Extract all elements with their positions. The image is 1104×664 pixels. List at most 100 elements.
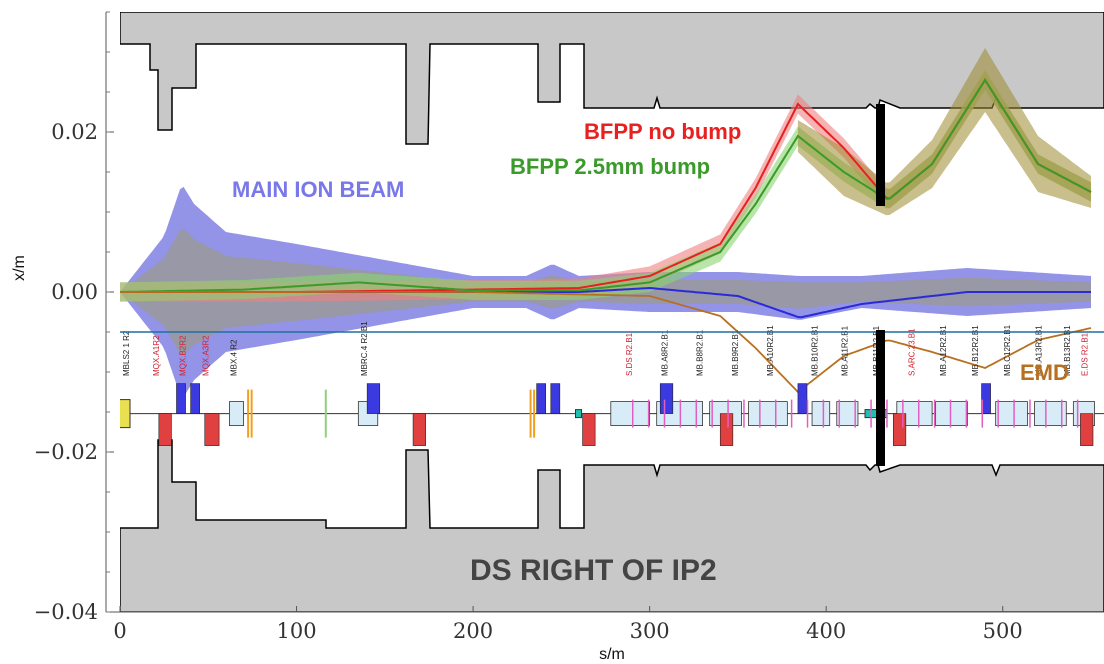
sextupole bbox=[1060, 399, 1063, 428]
element-label: S.DS R2.B1 bbox=[625, 332, 634, 376]
bfpp-bump-line bbox=[120, 78, 1092, 293]
y-tick-label: 0.00 bbox=[51, 280, 98, 304]
sextupole bbox=[727, 399, 729, 428]
element-label: MB.A10R2.B1 bbox=[766, 325, 775, 376]
sextupole bbox=[806, 399, 809, 428]
beam-lines bbox=[120, 78, 1092, 394]
sextupole bbox=[663, 399, 666, 428]
sextupole bbox=[1029, 399, 1031, 428]
element-label: MQX.B2R2 bbox=[178, 335, 187, 376]
dipole-magnet bbox=[229, 401, 244, 427]
x-tick-label: 0 bbox=[113, 619, 126, 643]
annotation-bfpp-bump: BFPP 2.5mm bump bbox=[510, 154, 710, 179]
element-label: MBLS2 1 R2 bbox=[122, 330, 131, 376]
focusing-quad bbox=[176, 383, 186, 414]
element-label: MQX.A3R2 bbox=[201, 335, 210, 376]
sextupole bbox=[965, 399, 968, 428]
dipole-magnet bbox=[811, 401, 831, 427]
emd-line bbox=[120, 291, 1092, 394]
sextupole bbox=[822, 399, 825, 428]
defocusing-quad bbox=[412, 413, 426, 446]
element-label: MB.A12R2.B1 bbox=[939, 325, 948, 376]
defocusing-quad bbox=[204, 413, 220, 446]
annotation-region: DS RIGHT OF IP2 bbox=[470, 554, 717, 587]
focusing-quad bbox=[366, 383, 381, 414]
sextupole bbox=[886, 399, 888, 428]
defocusing-quad bbox=[1080, 413, 1094, 446]
sextupole bbox=[711, 399, 713, 428]
annotation-emd: EMD bbox=[1020, 360, 1069, 385]
element-label: E.DS R2.B1 bbox=[1081, 332, 1090, 376]
sextupole bbox=[917, 399, 920, 428]
x-tick-label: 100 bbox=[276, 619, 316, 643]
aperture-shapes bbox=[120, 12, 1104, 612]
sextupole bbox=[981, 399, 984, 428]
y-tick-label: −0.04 bbox=[34, 600, 98, 624]
element-label: MB.A13R2.B1 bbox=[1035, 325, 1044, 376]
vertical-marker-upper bbox=[876, 104, 885, 206]
corrector-magnet bbox=[247, 389, 250, 438]
x-tick-label: 400 bbox=[806, 619, 846, 643]
x-tick-label: 500 bbox=[983, 619, 1023, 643]
sextupole bbox=[1076, 399, 1079, 428]
y-axis-label: x/m bbox=[11, 255, 28, 281]
x-tick-label: 300 bbox=[630, 619, 670, 643]
sextupole bbox=[695, 399, 698, 428]
bfpp-overlap-band bbox=[797, 48, 1091, 216]
corrector-magnet bbox=[529, 389, 532, 438]
focusing-quad bbox=[536, 383, 547, 414]
element-label: MB.B12R2.B1 bbox=[971, 325, 980, 376]
sextupole bbox=[1045, 399, 1047, 428]
sextupole bbox=[743, 399, 745, 428]
dipole-magnet bbox=[995, 401, 1028, 427]
axes: 0 100 200 300 400 500 −0.04 −0.02 0.00 0.02 bbox=[34, 11, 1104, 643]
sextupole bbox=[870, 399, 872, 428]
y-tick-label: −0.02 bbox=[34, 440, 98, 464]
sextupole bbox=[933, 399, 936, 428]
dipole-magnet bbox=[610, 401, 651, 427]
y-ticks: −0.04 −0.02 0.00 0.02 bbox=[34, 11, 114, 624]
x-axis-label: s/m bbox=[599, 646, 625, 663]
defocusing-quad bbox=[719, 413, 734, 446]
sextupole bbox=[854, 399, 856, 428]
element-label: MB.B13R2.B1 bbox=[1063, 325, 1072, 376]
sextupole bbox=[1013, 399, 1015, 428]
element-label: MBRC.4 R2.B1 bbox=[360, 321, 369, 376]
focusing-quad bbox=[797, 383, 808, 414]
element-label: S.ARC.23.B1 bbox=[908, 328, 917, 376]
element-label: MBX.4 R2 bbox=[230, 339, 239, 376]
sextupole bbox=[679, 399, 682, 428]
collimator-small bbox=[574, 409, 582, 419]
sextupole bbox=[631, 399, 634, 428]
absorber-block bbox=[120, 399, 131, 429]
x-ticks: 0 100 200 300 400 500 bbox=[113, 606, 1023, 643]
dipole-magnet bbox=[935, 401, 968, 427]
defocusing-quad bbox=[582, 413, 596, 446]
defocusing-quad bbox=[892, 413, 907, 446]
aperture-top bbox=[120, 12, 1104, 145]
sextupole bbox=[774, 399, 777, 428]
x-tick-label: 200 bbox=[453, 619, 493, 643]
defocusing-quad bbox=[158, 413, 172, 446]
sextupole bbox=[759, 399, 761, 428]
element-label: MB.B9R2.B1 bbox=[731, 329, 740, 376]
sextupole bbox=[647, 399, 650, 428]
focusing-quad bbox=[659, 383, 674, 414]
focusing-quad bbox=[981, 383, 991, 414]
y-tick-label: 0.02 bbox=[51, 120, 98, 144]
element-label: MQX.A1R2 bbox=[152, 335, 161, 376]
dipole-magnet bbox=[748, 401, 788, 427]
element-label: MB.B10R2.B1 bbox=[810, 325, 819, 376]
sextupole bbox=[790, 399, 793, 428]
corrector-magnet bbox=[250, 389, 253, 438]
magnet-lattice bbox=[120, 383, 1104, 446]
aperture-bottom bbox=[120, 439, 1104, 612]
corrector-magnet bbox=[533, 389, 536, 438]
element-label: MB.B8R2.B1 bbox=[696, 329, 705, 376]
sextupole bbox=[949, 399, 952, 428]
dipole-magnet bbox=[836, 401, 859, 427]
focusing-quad bbox=[550, 383, 561, 414]
corrector-magnet bbox=[324, 389, 327, 438]
element-label: MB.A8R2.B1 bbox=[660, 329, 669, 376]
